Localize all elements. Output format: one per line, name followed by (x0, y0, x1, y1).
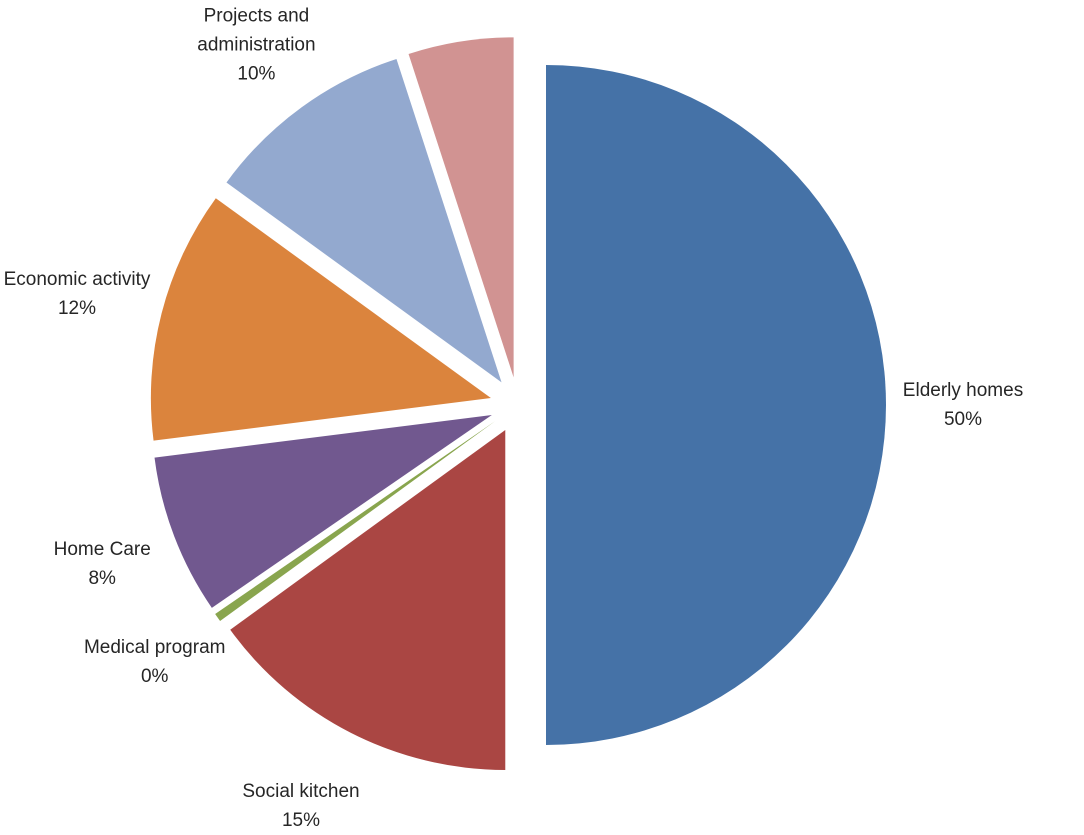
slice-label: Economic activity 12% (4, 265, 151, 323)
pie-slice-projects-and-administration (226, 58, 502, 383)
pie-slice-distributed-aids (408, 37, 514, 378)
pie-slice-home-care (154, 414, 492, 608)
pie-slice-elderly-homes (546, 65, 886, 745)
slice-label-name: Medical program (83, 637, 226, 659)
slice-label-name: Projects and administration (197, 5, 316, 56)
slice-label-name: Economic activity (3, 269, 151, 291)
pie-chart (150, 37, 886, 770)
pie-slice-social-kitchen (230, 429, 506, 770)
slice-label-percent: 15% (281, 810, 320, 832)
slice-label-name: Social kitchen (242, 781, 360, 803)
slice-label-percent: 50% (943, 409, 983, 430)
slice-label: Elderly homes 50% (903, 376, 1023, 434)
slice-label-percent: 12% (57, 298, 96, 320)
slice-label: Projects and administration 10% (176, 1, 336, 88)
pie-slice-economic-activity (150, 198, 491, 441)
slice-label-name: Elderly homes (902, 380, 1024, 401)
slice-label-percent: 10% (237, 63, 276, 85)
slice-label-percent: 8% (88, 567, 116, 589)
pie-slice-medical-program (215, 421, 496, 622)
slice-label: Social kitchen 15% (242, 777, 359, 835)
slice-label: Medical program 0% (84, 633, 226, 691)
slice-label: Home Care 8% (54, 535, 151, 593)
slice-label-name: Home Care (53, 538, 151, 560)
slice-label-percent: 0% (140, 666, 169, 688)
